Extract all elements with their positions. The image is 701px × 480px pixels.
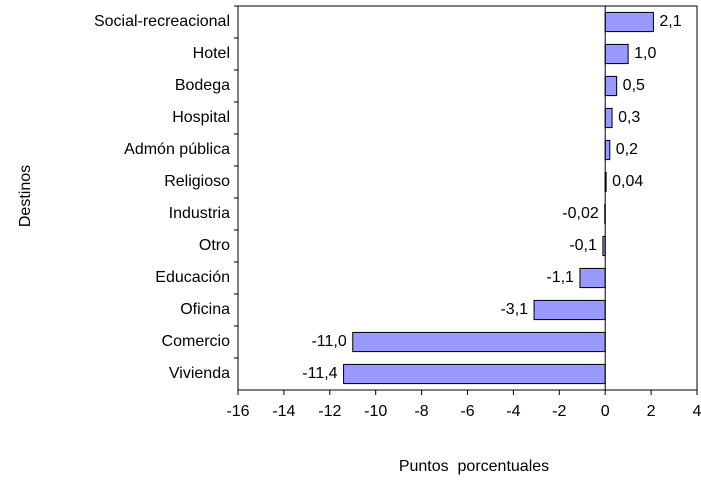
x-tick-label: 4 (693, 403, 701, 420)
x-tick-label: -6 (460, 403, 474, 420)
x-tick-label: -14 (272, 403, 295, 420)
data-label: -0,02 (562, 205, 599, 222)
y-tick-label: Religioso (164, 173, 230, 190)
data-label: -3,1 (500, 301, 528, 318)
data-label: -0,1 (569, 237, 597, 254)
y-tick-label: Hospital (172, 109, 230, 126)
x-tick-label: 2 (647, 403, 656, 420)
bar (604, 11, 654, 33)
data-label: 0,04 (612, 173, 643, 190)
bar (604, 139, 611, 161)
bar (604, 43, 629, 65)
bar (579, 267, 606, 289)
x-tick-label: -8 (414, 403, 428, 420)
x-tick-label: -12 (318, 403, 341, 420)
data-label: 0,3 (618, 109, 640, 126)
data-label: -11,0 (311, 333, 346, 350)
data-label: 2,1 (659, 13, 681, 30)
x-tick-label: -16 (226, 403, 249, 420)
bar (352, 331, 606, 353)
y-tick-label: Vivienda (169, 365, 230, 382)
data-label: 1,0 (634, 45, 656, 62)
data-label: 0,5 (623, 77, 645, 94)
y-tick-label: Bodega (175, 77, 230, 94)
y-tick-label: Comercio (162, 333, 231, 350)
bar (604, 107, 613, 129)
data-label: -11,4 (302, 365, 337, 382)
y-tick-label: Social-recreacional (94, 13, 230, 30)
data-label: -1,1 (546, 269, 574, 286)
bar (343, 363, 606, 385)
y-tick-label: Hotel (193, 45, 230, 62)
y-tick-label: Otro (199, 237, 230, 254)
y-tick-label: Oficina (180, 301, 230, 318)
y-tick-label: Industria (169, 205, 230, 222)
bar (533, 299, 606, 321)
y-tick-label: Admón pública (124, 141, 230, 158)
y-axis-label: Destinos (17, 165, 34, 227)
y-tick-label: Educación (155, 269, 230, 286)
data-label: 0,2 (616, 141, 638, 158)
x-tick-label: -4 (506, 403, 520, 420)
x-tick-label: -10 (364, 403, 387, 420)
x-tick-label: 0 (601, 403, 610, 420)
x-tick-label: -2 (552, 403, 566, 420)
x-axis-label: Puntos porcentuales (399, 458, 549, 475)
bar (604, 75, 618, 97)
